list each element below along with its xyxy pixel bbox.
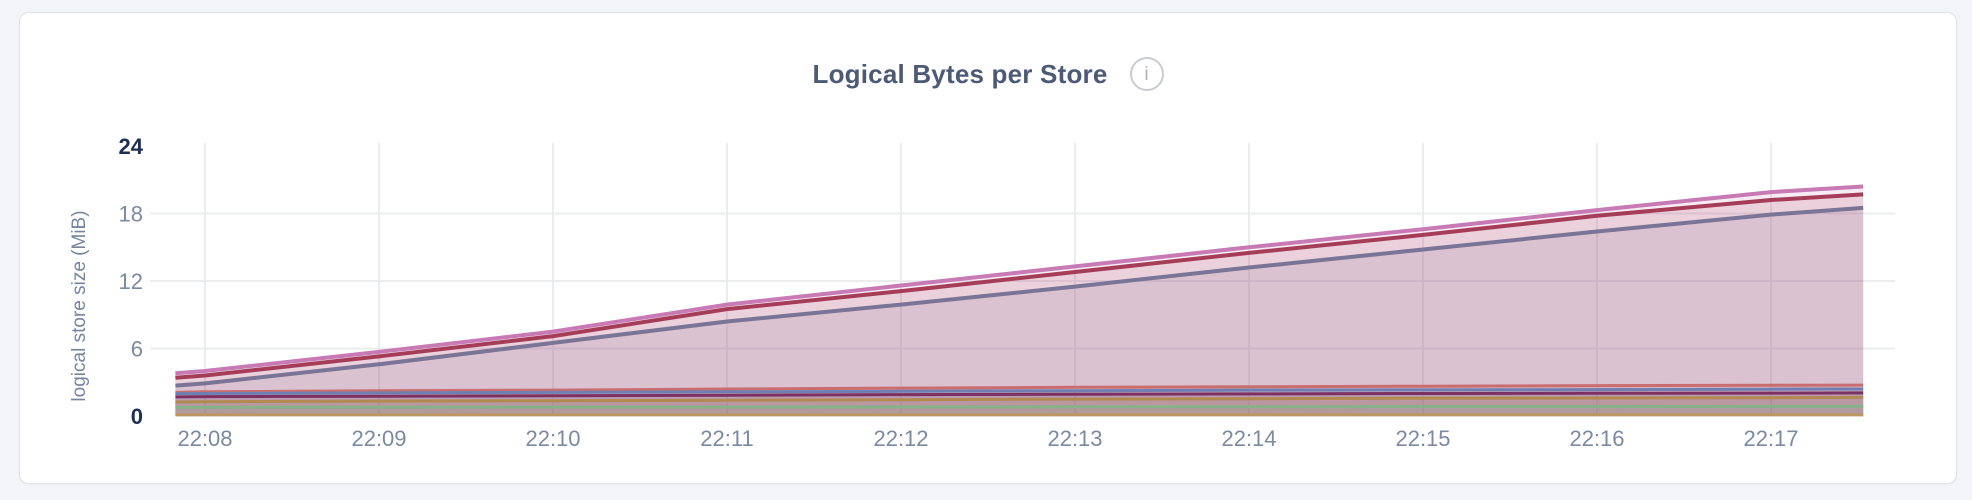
- chart-title: Logical Bytes per Store: [812, 58, 1108, 89]
- svg-text:18: 18: [119, 202, 143, 227]
- svg-text:22:10: 22:10: [525, 426, 580, 451]
- svg-text:22:15: 22:15: [1395, 426, 1450, 451]
- svg-text:22:17: 22:17: [1743, 426, 1798, 451]
- svg-text:22:11: 22:11: [700, 426, 753, 451]
- svg-text:12: 12: [119, 269, 143, 294]
- svg-text:22:08: 22:08: [177, 426, 232, 451]
- chart-header: Logical Bytes per Store i: [20, 57, 1956, 91]
- svg-text:22:16: 22:16: [1569, 426, 1624, 451]
- svg-text:22:12: 22:12: [873, 426, 928, 451]
- svg-text:6: 6: [131, 337, 143, 362]
- svg-text:22:09: 22:09: [351, 426, 406, 451]
- svg-text:24: 24: [119, 134, 144, 159]
- info-icon[interactable]: i: [1129, 57, 1164, 91]
- info-icon-glyph: i: [1144, 63, 1149, 85]
- svg-text:22:13: 22:13: [1047, 426, 1102, 451]
- svg-text:22:14: 22:14: [1221, 426, 1276, 451]
- chart-card: Logical Bytes per Store i logical store …: [19, 12, 1957, 484]
- svg-text:0: 0: [131, 404, 143, 429]
